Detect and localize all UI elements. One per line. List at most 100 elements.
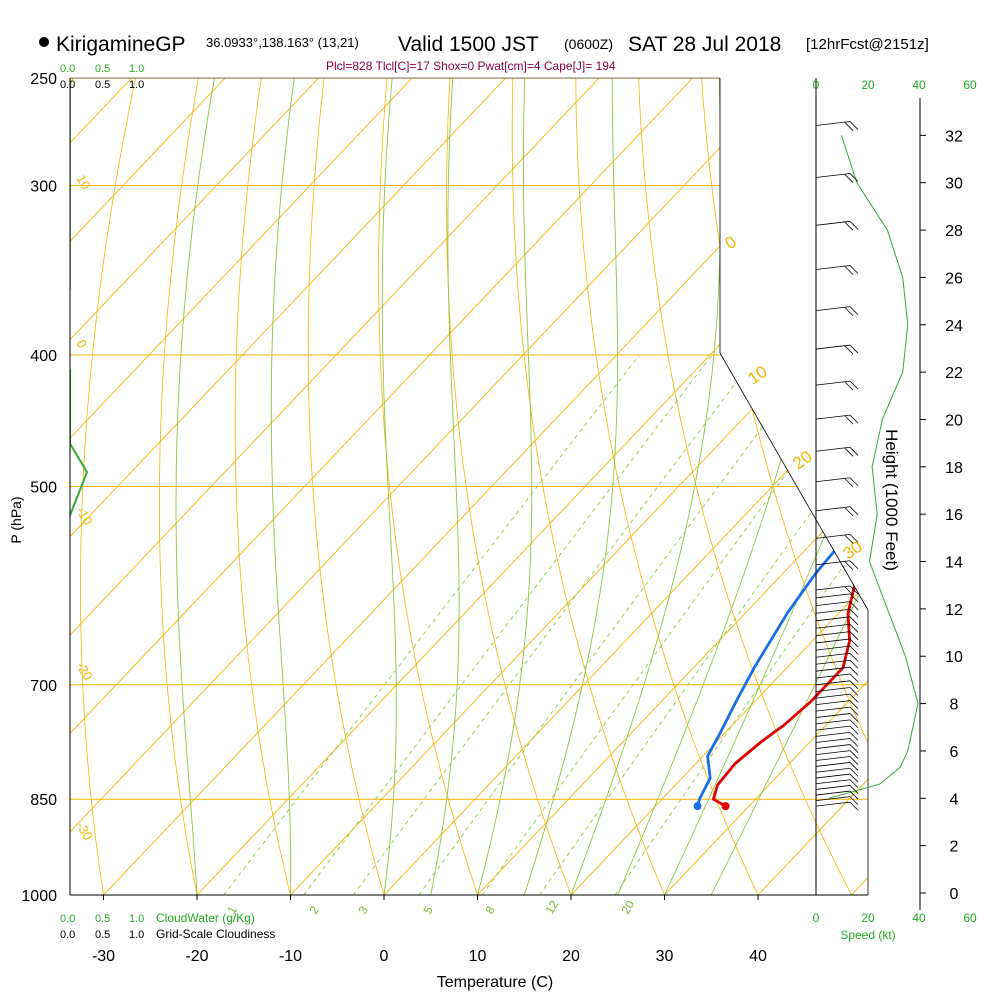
isotherm-label: 0 bbox=[721, 232, 740, 253]
pressure-tick-label: 400 bbox=[30, 348, 57, 365]
wind-barb-flag bbox=[849, 738, 859, 747]
wind-barb-flag bbox=[849, 725, 859, 735]
wind-barb-flag bbox=[849, 767, 859, 777]
cl-tick-top-0: 0.0 bbox=[60, 79, 75, 91]
wind-barb-flag bbox=[849, 659, 859, 669]
wind-barb-staff bbox=[815, 796, 851, 802]
wind-barb-staff bbox=[815, 446, 851, 452]
height-tick-label: 24 bbox=[945, 318, 963, 335]
wind-barb-icon bbox=[815, 744, 859, 753]
wind-barb-staff bbox=[815, 652, 851, 658]
cl-tick-bottom-2: 1.0 bbox=[129, 929, 144, 941]
wind-barb-flag bbox=[849, 666, 859, 676]
wind-barb-staff bbox=[815, 121, 851, 126]
height-tick-label: 10 bbox=[945, 649, 963, 666]
wind-barb-flag bbox=[849, 631, 859, 640]
wind-barb-staff bbox=[815, 533, 851, 539]
mixing-ratio-line bbox=[352, 354, 758, 895]
wind-barb-flag bbox=[844, 561, 854, 571]
wind-barb-staff bbox=[815, 506, 851, 512]
height-tick-label: 8 bbox=[950, 697, 959, 714]
wind-barb-flag bbox=[844, 415, 854, 425]
wind-barb-icon bbox=[815, 414, 859, 425]
wind-barb-staff bbox=[815, 220, 851, 226]
wind-barb-flag bbox=[844, 222, 854, 231]
wind-barb-staff bbox=[815, 585, 851, 591]
wind-barb-icon bbox=[815, 680, 859, 690]
height-tick-label: 30 bbox=[945, 176, 963, 193]
dry-adiabat bbox=[575, 78, 759, 895]
wind-barb-flag bbox=[849, 750, 859, 759]
wind-barb-icon bbox=[815, 706, 859, 716]
wind-barb-staff bbox=[815, 638, 851, 644]
wind-barb-flag bbox=[849, 601, 859, 610]
wind-barb-staff bbox=[815, 659, 851, 665]
wind-barb-icon bbox=[815, 446, 859, 457]
mixing-ratio-label: 3 bbox=[355, 903, 371, 916]
height-tick-label: 22 bbox=[945, 365, 963, 382]
isotherm-label: 30 bbox=[839, 537, 865, 563]
dry-adiabat bbox=[511, 78, 665, 895]
mixing-ratio-line bbox=[418, 354, 817, 895]
wind-barb-flag bbox=[849, 680, 859, 690]
cw-tick-bottom-2: 1.0 bbox=[129, 913, 144, 925]
wind-barb-flag bbox=[849, 506, 859, 516]
wind-barb-staff bbox=[815, 750, 851, 755]
wind-barb-icon bbox=[815, 560, 859, 571]
moist-adiabat bbox=[570, 78, 722, 895]
wind-barb-staff bbox=[815, 616, 851, 622]
height-tick-label: 12 bbox=[945, 602, 963, 619]
wind-barb-flag bbox=[849, 593, 859, 603]
wind-barb-flag bbox=[849, 779, 859, 789]
wind-barb-staff bbox=[815, 623, 851, 629]
wind-barb-flag bbox=[849, 447, 859, 456]
wind-barb-flag bbox=[849, 801, 859, 811]
speed-tick-bottom-2: 40 bbox=[912, 911, 926, 925]
wind-barb-icon bbox=[815, 796, 859, 805]
temp-tick-label: 0 bbox=[380, 948, 389, 965]
wind-barb-flag bbox=[844, 535, 854, 544]
wind-barb-flag bbox=[849, 673, 859, 683]
adiabat-label: -10 bbox=[73, 504, 95, 528]
wind-barb-icon bbox=[815, 645, 859, 655]
pressure-tick-label: 250 bbox=[30, 71, 57, 88]
wind-barb-flag bbox=[844, 507, 854, 517]
height-tick-label: 0 bbox=[950, 886, 959, 903]
speed-tick-top-2: 40 bbox=[912, 78, 926, 92]
adiabat-label: -20 bbox=[73, 659, 95, 683]
cw-tick-bottom-1: 0.5 bbox=[95, 913, 110, 925]
wind-barb-staff bbox=[815, 265, 851, 270]
wind-barb-flag bbox=[849, 534, 859, 543]
cl-tick-top-1: 0.5 bbox=[95, 79, 110, 91]
speed-profile-line bbox=[828, 135, 919, 799]
wind-barb-flag bbox=[849, 687, 859, 696]
pressure-tick-label: 1000 bbox=[21, 888, 57, 905]
wind-barb-icon bbox=[815, 773, 859, 783]
wind-barb-flag bbox=[849, 713, 859, 722]
wind-barb-staff bbox=[815, 380, 851, 386]
mixing-ratio-label: 8 bbox=[482, 903, 498, 916]
cw-tick-top-0: 0.0 bbox=[60, 63, 75, 75]
dry-adiabat bbox=[158, 78, 199, 895]
height-tick-label: 4 bbox=[950, 791, 959, 808]
isotherm bbox=[945, 78, 1000, 895]
isotherm bbox=[70, 78, 319, 895]
station-name: KirigamineGP bbox=[56, 33, 186, 56]
wind-barb-icon bbox=[815, 344, 859, 355]
temp-tick-label: -20 bbox=[185, 948, 208, 965]
speed-axis-label: Speed (kt) bbox=[840, 928, 895, 942]
cl-tick-top-2: 1.0 bbox=[129, 79, 144, 91]
wind-barb-icon bbox=[815, 700, 859, 709]
adiabat-label: -30 bbox=[73, 819, 95, 843]
plot-frame bbox=[69, 77, 869, 896]
wind-barb-staff bbox=[815, 773, 851, 779]
dry-adiabat bbox=[80, 78, 136, 895]
height-tick-label: 20 bbox=[945, 412, 963, 429]
mixing-ratio-label: 12 bbox=[542, 898, 561, 917]
cl-tick-bottom-1: 0.5 bbox=[95, 929, 110, 941]
wind-barb-flag bbox=[849, 706, 859, 716]
mixing-ratio-line bbox=[303, 354, 713, 895]
dry-adiabat bbox=[378, 78, 478, 895]
pressure-tick-label: 300 bbox=[30, 178, 57, 195]
height-tick-label: 28 bbox=[945, 223, 963, 240]
